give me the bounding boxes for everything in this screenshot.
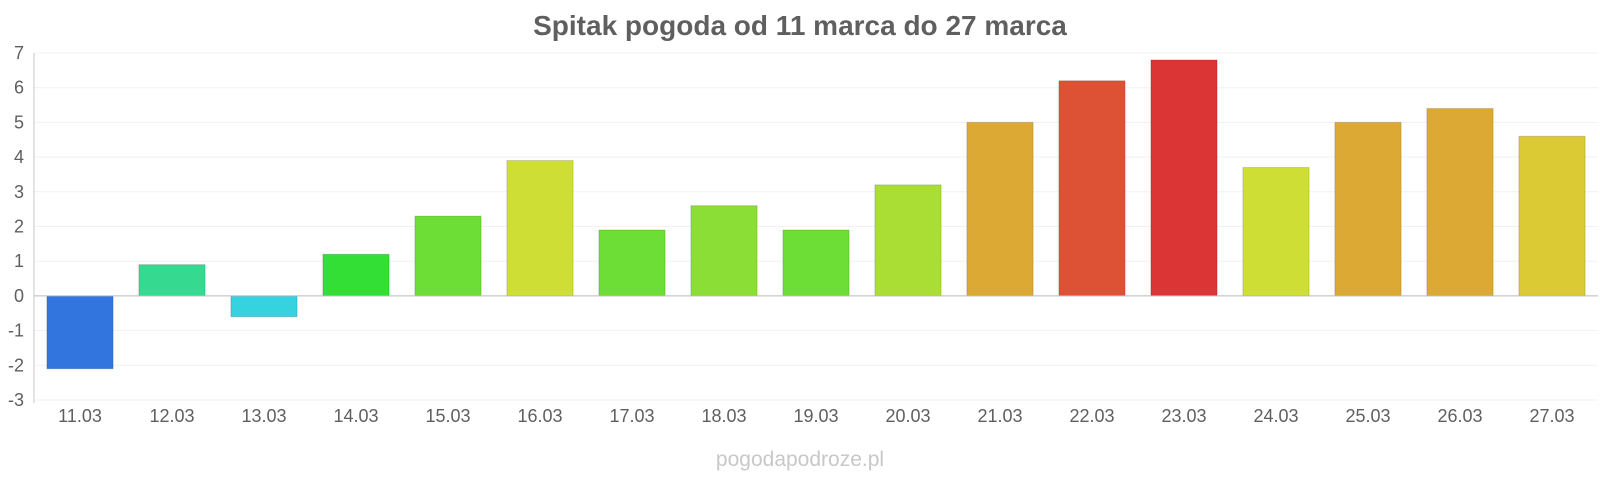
- bar: [966, 121, 1034, 297]
- x-tick-label: 19.03: [793, 406, 838, 426]
- bar: [1518, 135, 1586, 297]
- bar: [1150, 59, 1218, 297]
- x-tick-label: 21.03: [977, 406, 1022, 426]
- x-tick-label: 20.03: [885, 406, 930, 426]
- chart-title: Spitak pogoda od 11 marca do 27 marca: [533, 10, 1067, 41]
- bar: [598, 229, 666, 297]
- bar: [1334, 121, 1402, 297]
- x-tick-label: 11.03: [58, 406, 102, 426]
- bar: [322, 253, 390, 297]
- y-tick-label: -2: [8, 355, 24, 375]
- x-tick-label: 15.03: [425, 406, 470, 426]
- y-tick-label: -3: [8, 390, 24, 410]
- x-tick-label: 24.03: [1253, 406, 1298, 426]
- y-tick-label: 4: [14, 147, 24, 167]
- x-tick-label: 22.03: [1069, 406, 1114, 426]
- bar: [1426, 108, 1494, 297]
- y-tick-label: 1: [14, 251, 24, 271]
- bar: [46, 295, 114, 370]
- bar: [506, 160, 574, 297]
- grid-lines: [34, 52, 1598, 401]
- y-tick-label: 7: [14, 43, 24, 63]
- x-tick-label: 25.03: [1345, 406, 1390, 426]
- x-tick-label: 17.03: [609, 406, 654, 426]
- bar: [138, 264, 206, 297]
- x-tick-label: 13.03: [241, 406, 286, 426]
- x-tick-label: 12.03: [149, 406, 194, 426]
- bar: [690, 205, 758, 297]
- y-tick-label: 2: [14, 217, 24, 237]
- watermark: pogodapodroze.pl: [715, 448, 885, 471]
- y-tick-label: 0: [14, 286, 24, 306]
- x-tick-label: 26.03: [1437, 406, 1482, 426]
- axes: [33, 53, 1598, 403]
- bar: [414, 215, 482, 297]
- y-tick-labels: -3 -2 -1 0 1 2 3 4 5 6 7: [8, 43, 24, 410]
- x-tick-label: 14.03: [333, 406, 378, 426]
- bar: [782, 229, 850, 297]
- x-tick-label: 16.03: [517, 406, 562, 426]
- bars: [46, 59, 1586, 370]
- x-tick-label: 18.03: [701, 406, 746, 426]
- bar: [874, 184, 942, 297]
- y-tick-label: 6: [14, 78, 24, 98]
- y-tick-label: 5: [14, 112, 24, 132]
- bar: [230, 295, 298, 318]
- y-tick-label: -1: [8, 321, 24, 341]
- bar: [1242, 167, 1310, 297]
- x-tick-label: 23.03: [1161, 406, 1206, 426]
- bar: [1058, 80, 1126, 297]
- x-tick-labels: 11.03 12.03 13.03 14.03 15.03 16.03 17.03 18.03…: [58, 406, 1574, 426]
- x-tick-label: 27.03: [1529, 406, 1574, 426]
- y-tick-label: 3: [14, 182, 24, 202]
